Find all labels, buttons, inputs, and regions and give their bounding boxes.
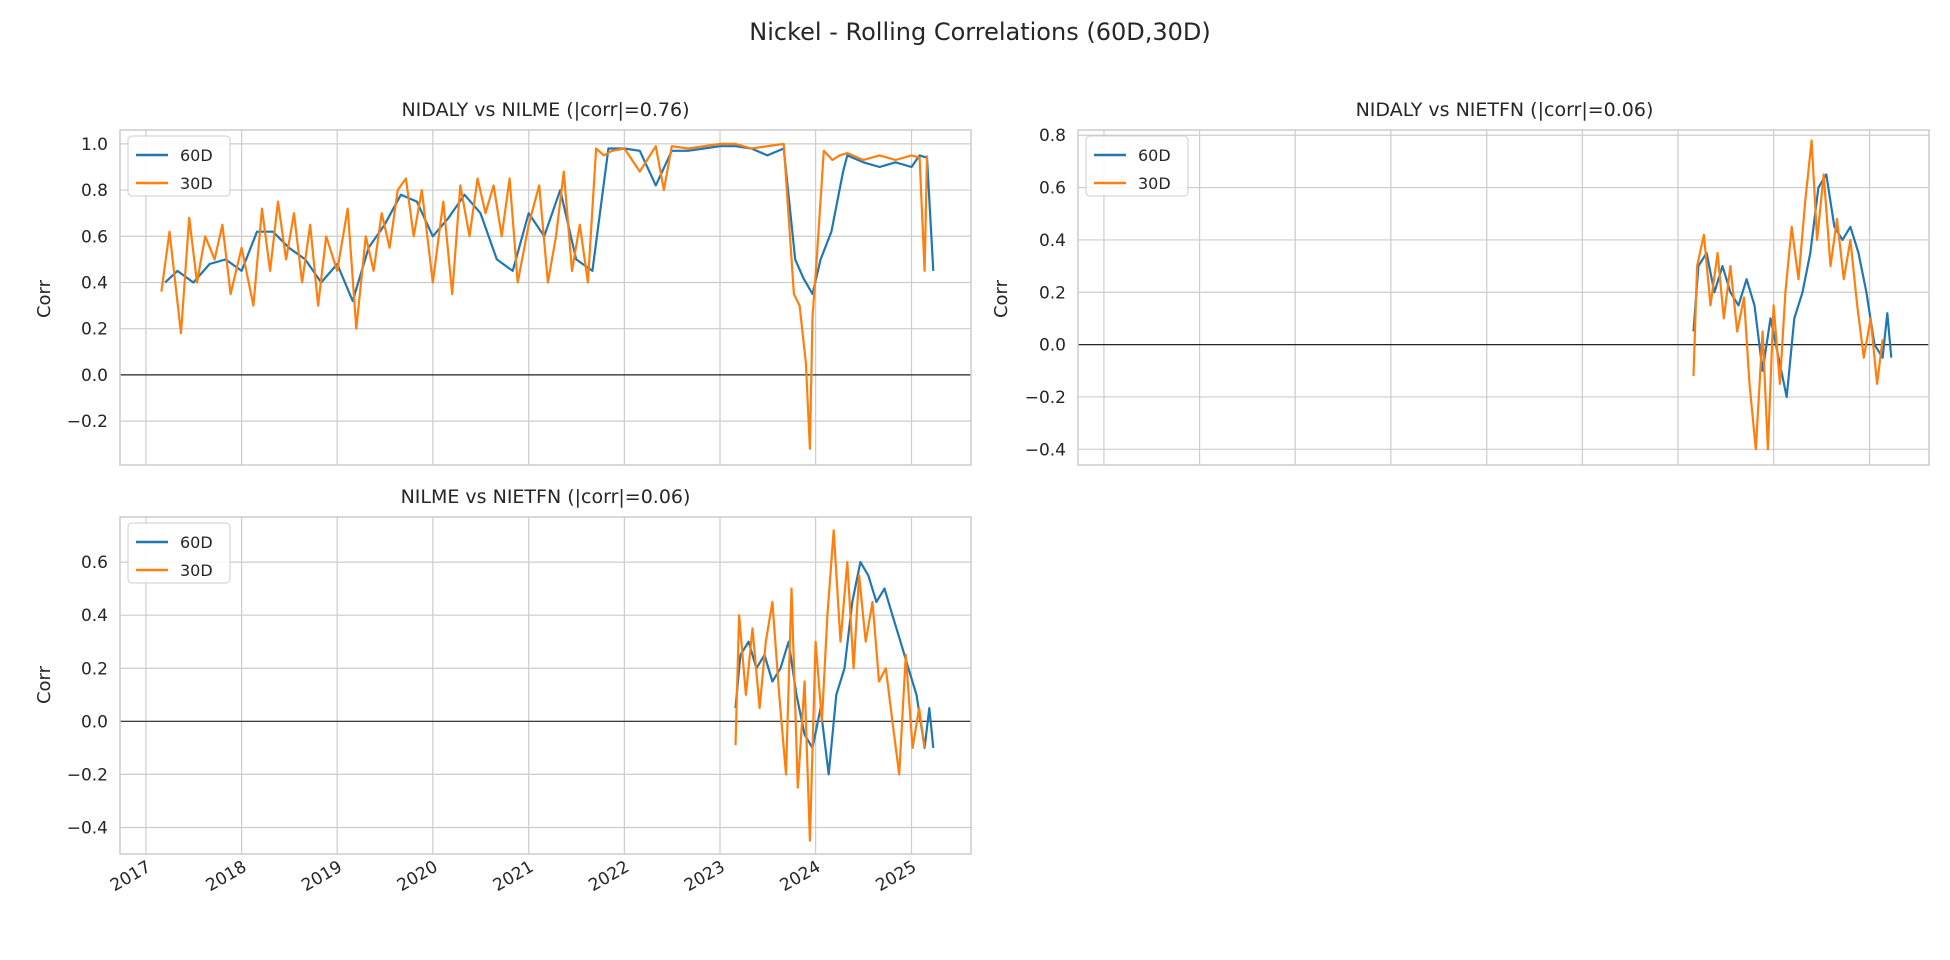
subplot-2-legend-box xyxy=(1085,135,1189,197)
subplot-3-ytick-label-2: 0.0 xyxy=(81,712,108,732)
subplot-3-ytick-label-3: 0.2 xyxy=(81,659,108,679)
subplot-2: NIDALY vs NIETFN (|corr|=0.06) Corr −0.4… xyxy=(991,99,1930,466)
subplot-3-xtick-label-1: 2018 xyxy=(203,857,250,896)
subplot-3-title: NILME vs NIETFN (|corr|=0.06) xyxy=(401,486,691,508)
subplot-2-ytick-label-1: −0.2 xyxy=(1025,388,1066,408)
subplot-2-title: NIDALY vs NIETFN (|corr|=0.06) xyxy=(1356,99,1654,121)
subplot-3-axes: −0.4 −0.2 0.0 0.2 0.4 0.6 2017 2018 2019 2020 2021… xyxy=(67,516,972,896)
subplot-1-ytick-label-3: 0.4 xyxy=(81,273,108,293)
subplot-2-ytick-label-3: 0.2 xyxy=(1039,283,1066,303)
subplot-1-legend-label-30d: 30D xyxy=(180,174,213,193)
subplot-3: NILME vs NIETFN (|corr|=0.06) Corr −0.4−… xyxy=(34,486,972,896)
subplot-3-ylabel: Corr xyxy=(34,665,55,704)
subplot-3-legend-label-30d: 30D xyxy=(180,561,213,580)
subplot-3-legend-box xyxy=(127,522,231,584)
subplot-1-title: NIDALY vs NILME (|corr|=0.76) xyxy=(401,99,689,121)
subplot-3-xtick-label-8: 2025 xyxy=(873,857,920,896)
subplot-3-xtick-label-2: 2019 xyxy=(298,857,345,896)
subplot-2-ytick-label-2: 0.0 xyxy=(1039,336,1066,356)
subplot-2-series-60d-line xyxy=(1692,173,1893,399)
subplot-2-ylabel: Corr xyxy=(991,279,1012,318)
subplot-1: NIDALY vs NILME (|corr|=0.76) Corr −0.2 0… xyxy=(34,99,972,466)
subplot-2-ytick-label-6: 0.8 xyxy=(1039,126,1066,146)
subplot-3-ytick-label-1: −0.2 xyxy=(67,765,108,785)
subplot-1-ytick-label-1: 0.0 xyxy=(81,366,108,386)
subplot-1-legend-box xyxy=(127,135,231,197)
subplot-3-xtick-label-3: 2020 xyxy=(394,857,441,896)
subplot-1-legend-label-60d: 60D xyxy=(180,146,213,165)
subplot-1-ytick-label-2: 0.2 xyxy=(81,320,108,340)
subplot-2-legend-label-30d: 30D xyxy=(1138,174,1171,193)
subplot-2-frame xyxy=(1077,129,1930,466)
subplot-3-xtick-label-5: 2022 xyxy=(585,857,632,896)
subplot-3-ytick-label-4: 0.4 xyxy=(81,606,108,626)
subplot-3-xtick-label-4: 2021 xyxy=(490,857,537,896)
subplot-1-ylabel: Corr xyxy=(34,279,55,318)
subplot-2-series-30d-line xyxy=(1692,139,1884,451)
subplot-2-legend-label-60d: 60D xyxy=(1138,146,1171,165)
subplot-3-xtick-label-6: 2023 xyxy=(681,857,728,896)
subplot-2-ytick-label-4: 0.4 xyxy=(1039,231,1066,251)
subplot-3-xtick-label-0: 2017 xyxy=(107,857,154,896)
subplot-3-series-30d-line xyxy=(734,529,926,842)
subplot-3-legend-label-60d: 60D xyxy=(180,533,213,552)
figure-suptitle: Nickel - Rolling Correlations (60D,30D) xyxy=(749,18,1210,46)
subplot-1-ytick-label-5: 0.8 xyxy=(81,181,108,201)
subplot-3-ytick-label-0: −0.4 xyxy=(67,818,108,838)
subplot-1-series-60d-line xyxy=(164,145,935,303)
subplot-2-ytick-label-5: 0.6 xyxy=(1039,179,1066,199)
subplot-1-series-30d-line xyxy=(160,142,929,450)
subplot-3-ytick-label-5: 0.6 xyxy=(81,553,108,573)
subplot-2-ytick-label-0: −0.4 xyxy=(1025,440,1066,460)
subplot-1-ytick-label-4: 0.6 xyxy=(81,227,108,247)
subplot-1-ytick-label-6: 1.0 xyxy=(81,135,108,155)
subplot-3-xtick-label-7: 2024 xyxy=(777,857,824,896)
subplot-1-ytick-label-0: −0.2 xyxy=(67,412,108,432)
subplot-3-frame xyxy=(119,516,972,855)
subplot-1-frame xyxy=(119,129,972,466)
